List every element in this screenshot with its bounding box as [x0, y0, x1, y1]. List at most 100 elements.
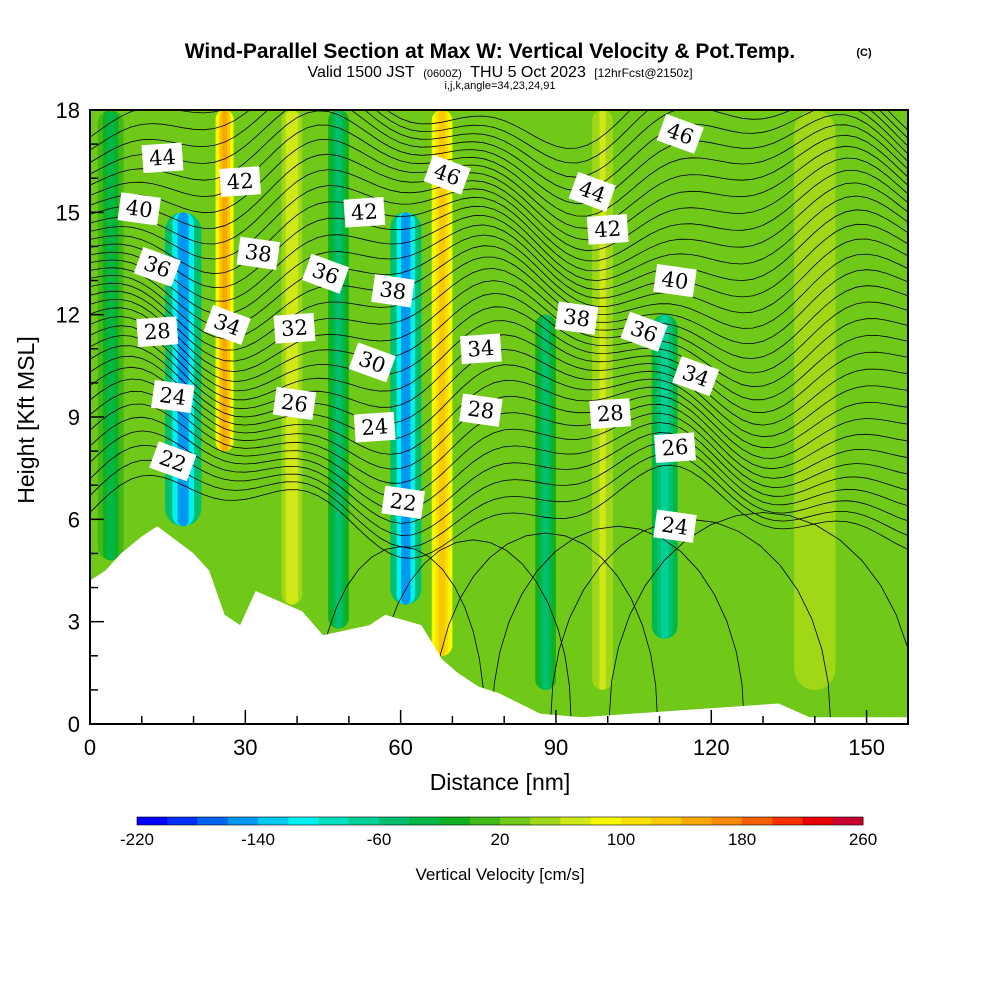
theta-contour: [90, 110, 908, 149]
contour-label-box: [136, 316, 179, 348]
contour-label-text: 28: [143, 319, 171, 345]
colorbar-swatch: [318, 817, 350, 825]
y-axis: 0 3 6 9 12 15 18: [56, 98, 104, 737]
contour-label-box: [654, 432, 696, 464]
x-tick-label: 90: [544, 735, 568, 760]
velocity-band: [599, 110, 606, 690]
theta-contour: [90, 110, 908, 192]
contour-label: 36: [302, 253, 350, 294]
theta-contour: [90, 209, 908, 302]
x-tick-label: 30: [233, 735, 257, 760]
contour-label-box: [151, 379, 195, 414]
theta-contour: [90, 170, 908, 262]
contour-label-text: 42: [594, 216, 622, 242]
contour-label-box: [653, 509, 697, 543]
contour-label: 28: [136, 316, 179, 348]
contour-label-text: 34: [467, 336, 495, 362]
colorbar-swatch: [590, 817, 622, 825]
x-tick-label: 150: [848, 735, 885, 760]
theta-contour-low: [316, 546, 485, 718]
contour-label: 30: [348, 342, 396, 383]
contour-label-text: 40: [124, 195, 154, 222]
contour-label-box: [273, 312, 316, 344]
colorbar-swatch: [560, 817, 592, 825]
y-tick-label: 3: [68, 610, 80, 635]
velocity-band: [660, 314, 669, 639]
contour-label-text: 24: [361, 414, 389, 440]
contour-label-box: [353, 411, 396, 443]
theta-contour: [90, 256, 908, 351]
contour-label-box: [586, 214, 629, 245]
colorbar-swatch: [409, 817, 440, 825]
theta-contour-low: [608, 512, 908, 718]
colorbar-swatch: [711, 817, 743, 825]
y-axis-label: Height [Kft MSL]: [13, 336, 39, 503]
colorbar-swatch: [681, 817, 713, 825]
contour-label: 24: [353, 411, 396, 443]
theta-contour: [90, 110, 908, 178]
contour-label: 22: [149, 441, 197, 482]
x-tick-label: 120: [693, 735, 730, 760]
colorbar-swatch: [348, 817, 380, 825]
velocity-band: [288, 110, 296, 605]
theta-contour: [90, 157, 908, 252]
contour-label-box: [219, 166, 262, 197]
chart-subtitle-indices: i,j,k,angle=34,23,24,91: [444, 80, 555, 92]
contour-label: 34: [672, 356, 720, 397]
contour-label: 36: [133, 246, 181, 287]
contour-label: 44: [568, 171, 616, 212]
x-tick-label: 60: [388, 735, 412, 760]
velocity-band: [106, 110, 115, 561]
colorbar-swatch: [832, 817, 864, 825]
theta-contour: [90, 320, 908, 414]
contour-label: 26: [654, 432, 696, 464]
subtitle-valid: Valid 1500 JST: [307, 64, 415, 81]
contour-label-box: [459, 333, 502, 365]
contour-label-box: [117, 192, 161, 226]
colorbar-swatch: [802, 817, 834, 825]
contour-label-box: [568, 171, 616, 212]
velocity-band: [177, 212, 189, 527]
theta-contour: [90, 464, 908, 559]
contour-label: 38: [554, 301, 599, 335]
contour-label-box: [459, 393, 503, 427]
x-tick-label: 0: [84, 735, 96, 760]
contour-label-text: 44: [148, 145, 176, 171]
colorbar-swatch: [439, 817, 471, 825]
colorbar-swatch: [258, 817, 289, 825]
theta-contour: [90, 145, 908, 241]
contour-label: 26: [272, 386, 317, 421]
contour-label-box: [133, 246, 181, 287]
colorbar: -220 -140 -60 20 100 180 260: [120, 816, 877, 849]
colorbar-tick-label: 20: [491, 830, 510, 849]
contour-label-box: [656, 113, 704, 154]
contour-label: 42: [219, 166, 262, 197]
colorbar-swatch: [197, 817, 229, 825]
contour-label-text: 28: [466, 396, 496, 423]
theta-contour-low: [491, 525, 745, 718]
colorbar-tick-label: -140: [241, 830, 275, 849]
contour-label-box: [423, 154, 471, 195]
theta-contour: [90, 430, 908, 524]
contour-label-box: [236, 236, 281, 270]
y-tick-label: 9: [68, 405, 80, 430]
subtitle-date: THU 5 Oct 2023: [470, 64, 586, 81]
colorbar-swatch: [227, 817, 259, 825]
contour-label: 40: [117, 192, 161, 226]
contour-label: 32: [273, 312, 316, 344]
theta-contour: [90, 403, 908, 498]
theta-contour: [90, 442, 908, 536]
contour-label-box: [272, 386, 317, 421]
contour-label-text: 38: [243, 240, 273, 267]
velocity-band: [221, 110, 228, 452]
contour-label-text: 38: [562, 304, 592, 331]
contour-label-box: [653, 263, 697, 298]
contour-label: 42: [586, 214, 629, 245]
theta-contour: [90, 306, 908, 401]
subtitle-forecast: [12hrFcst@2150z]: [594, 66, 692, 80]
contour-label: 24: [653, 509, 697, 543]
contour-label-box: [672, 356, 720, 397]
velocity-band: [335, 110, 342, 629]
theta-contour: [90, 366, 908, 459]
